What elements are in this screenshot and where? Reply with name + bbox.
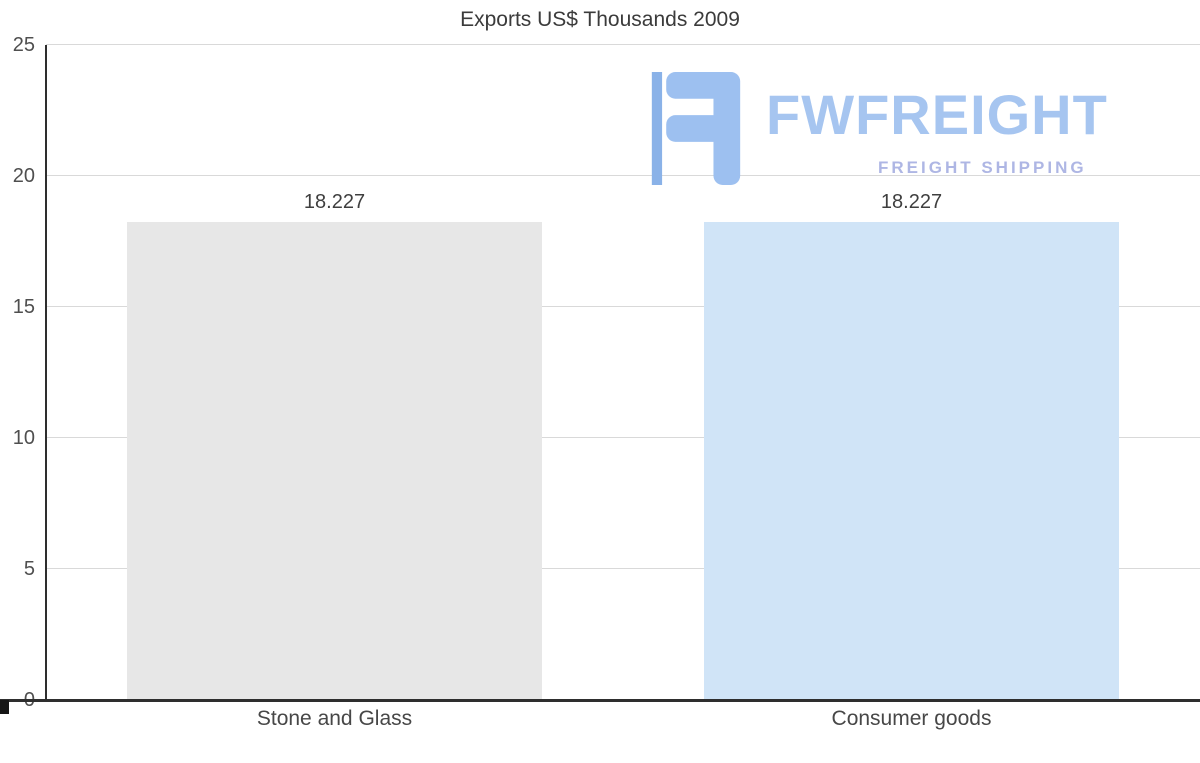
- gridline: [46, 568, 1200, 569]
- bar-stone-and-glass: [126, 222, 543, 700]
- x-category-label-stone-and-glass: Stone and Glass: [256, 707, 413, 730]
- y-tick-label: 10: [12, 427, 35, 449]
- y-axis: 0510152025: [0, 34, 35, 711]
- bar-value-label: 18.227: [303, 191, 366, 214]
- gridline: [46, 175, 1200, 176]
- x-axis-line: [0, 699, 1200, 702]
- y-tick-label: 20: [12, 165, 35, 187]
- bar-slot-consumer-goods: 18.227: [623, 45, 1200, 700]
- y-tick-label: 5: [23, 558, 35, 580]
- x-category-label-consumer-goods: Consumer goods: [831, 707, 992, 730]
- gridline: [46, 437, 1200, 438]
- gridline: [46, 306, 1200, 307]
- y-tick-label: 15: [12, 296, 35, 318]
- y-axis-line: [45, 45, 47, 701]
- plot-area: 18.227 18.227: [46, 44, 1200, 700]
- y-tick-label: 25: [12, 34, 35, 56]
- bar-value-label: 18.227: [880, 191, 943, 214]
- chart-title: Exports US$ Thousands 2009: [460, 8, 740, 31]
- gridline: [46, 44, 1200, 45]
- bar-consumer-goods: [703, 222, 1120, 700]
- bar-slot-stone-and-glass: 18.227: [46, 45, 623, 700]
- x-axis: Stone and Glass Consumer goods: [46, 707, 1200, 737]
- axis-origin-tick: [0, 700, 9, 714]
